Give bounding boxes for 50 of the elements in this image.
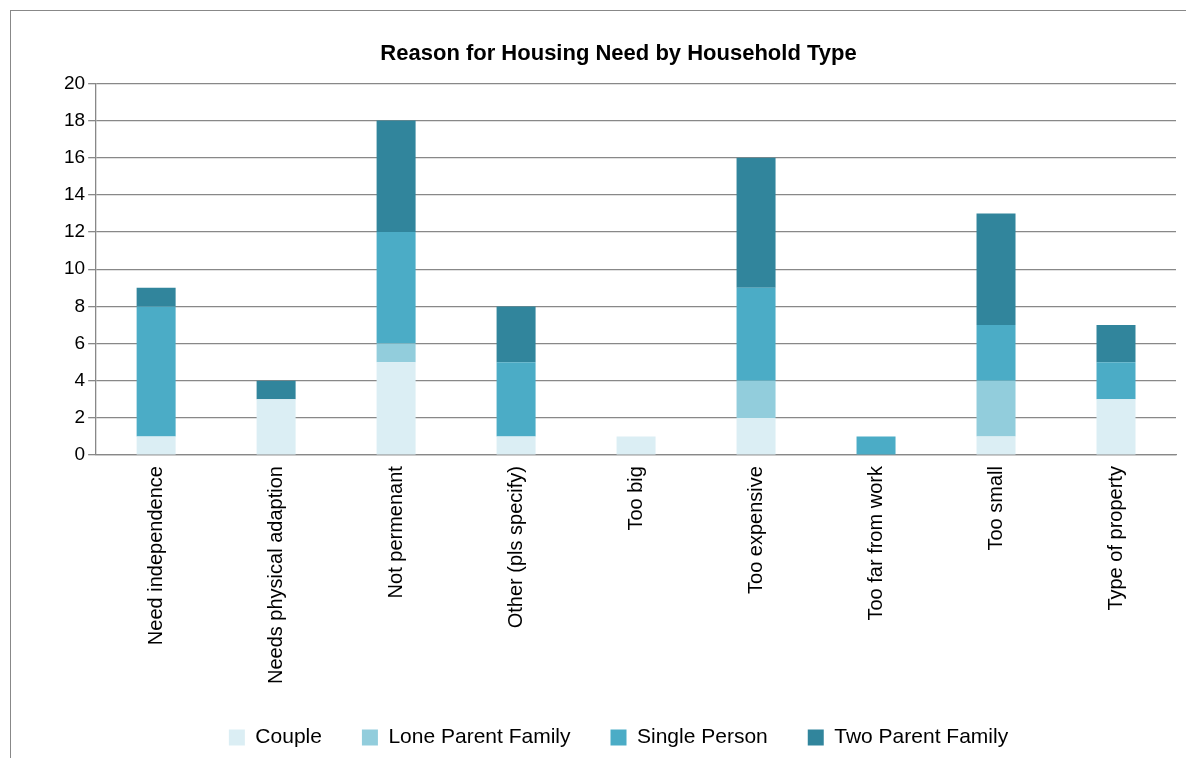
chart-title: Reason for Housing Need by Household Type <box>380 40 857 66</box>
bar <box>496 362 536 437</box>
bar <box>736 380 776 418</box>
y-tick-label: 12 <box>63 220 86 242</box>
x-tick-label: Other (pls specify) <box>503 466 526 629</box>
y-tick-label: 20 <box>63 71 86 93</box>
x-tick-label: Too big <box>623 466 646 531</box>
bar <box>736 287 776 381</box>
x-tick-label: Not permenant <box>383 465 406 599</box>
bar <box>376 232 416 344</box>
bar <box>736 417 776 455</box>
y-tick-label: 6 <box>74 331 86 353</box>
legend-label: Two Parent Family <box>834 724 1009 748</box>
bar <box>376 362 416 455</box>
bar <box>736 157 776 288</box>
y-tick-label: 8 <box>74 294 86 316</box>
bar <box>376 343 416 363</box>
bar <box>1096 362 1136 400</box>
bar <box>256 380 296 400</box>
y-tick-label: 14 <box>63 183 86 205</box>
y-tick-label: 2 <box>74 406 86 428</box>
bar <box>376 120 416 233</box>
y-tick-label: 0 <box>74 443 86 465</box>
x-tick-label: Needs physical adaption <box>263 466 286 684</box>
bar <box>976 380 1016 437</box>
bar <box>856 436 896 455</box>
bar <box>1096 324 1136 363</box>
bar <box>136 306 176 437</box>
x-tick-label: Type of property <box>1103 466 1126 611</box>
y-tick-label: 16 <box>63 145 86 167</box>
legend-label: Single Person <box>637 724 768 748</box>
x-tick-label: Need independence <box>143 466 166 646</box>
bar <box>616 436 656 455</box>
legend-label: Lone Parent Family <box>388 724 571 748</box>
x-tick-label: Too far from work <box>863 465 886 621</box>
x-tick-label: Too expensive <box>743 466 766 594</box>
bar <box>136 287 176 307</box>
y-tick-label: 4 <box>74 368 86 390</box>
legend-label: Couple <box>255 724 322 748</box>
y-tick-label: 18 <box>63 108 86 130</box>
bar <box>976 213 1016 325</box>
bar <box>136 436 176 455</box>
bar <box>496 306 536 363</box>
bar <box>976 324 1016 381</box>
bar <box>496 436 536 455</box>
bar <box>1096 399 1136 455</box>
x-tick-label: Too small <box>983 466 1006 551</box>
bar <box>976 436 1016 455</box>
y-tick-label: 10 <box>63 257 86 279</box>
bar <box>256 399 296 455</box>
